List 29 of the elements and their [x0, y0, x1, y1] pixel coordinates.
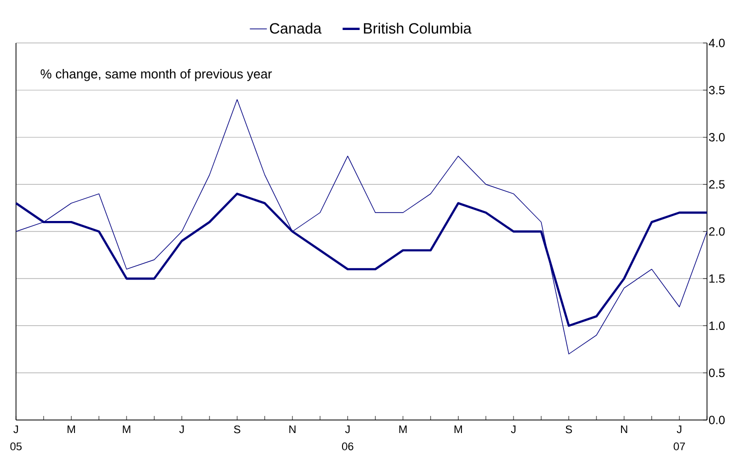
legend-label: British Columbia — [364, 22, 472, 34]
x-tick-label: N — [289, 426, 296, 434]
y-tick-label: 2.5 — [709, 180, 725, 189]
x-tick-label: J — [676, 426, 682, 434]
y-tick-label: 0.5 — [708, 368, 725, 378]
text: 05 — [10, 442, 22, 450]
y-tick-label: 1.5 — [709, 274, 725, 283]
x-tick-label: J — [345, 426, 350, 434]
legend-label: Canada — [270, 22, 322, 34]
x-tick-label: J — [179, 426, 184, 434]
x-tick-label: M — [68, 426, 75, 434]
y-tick-label: 2.0 — [709, 227, 725, 236]
text: 06 — [342, 442, 354, 450]
x-tick-label: J — [13, 426, 18, 434]
y-tick-label: 1.0 — [709, 322, 725, 330]
y-tick-label: 4.0 — [708, 38, 725, 48]
x-tick-label: M — [122, 426, 130, 434]
line-series — [16, 99, 708, 354]
x-tick-label: J — [510, 426, 516, 434]
text: % change, same month of previous year — [40, 68, 272, 82]
y-tick-label: 3.0 — [708, 133, 725, 142]
x-tick-label: S — [566, 426, 572, 434]
x-tick-label: M — [399, 426, 407, 434]
text: 07 — [674, 442, 685, 450]
x-tick-label: N — [621, 426, 628, 434]
x-tick-label: M — [454, 426, 462, 434]
x-tick-label: S — [234, 426, 240, 434]
y-tick-label: 0.0 — [708, 416, 725, 424]
y-tick-label: 3.5 — [708, 86, 725, 94]
